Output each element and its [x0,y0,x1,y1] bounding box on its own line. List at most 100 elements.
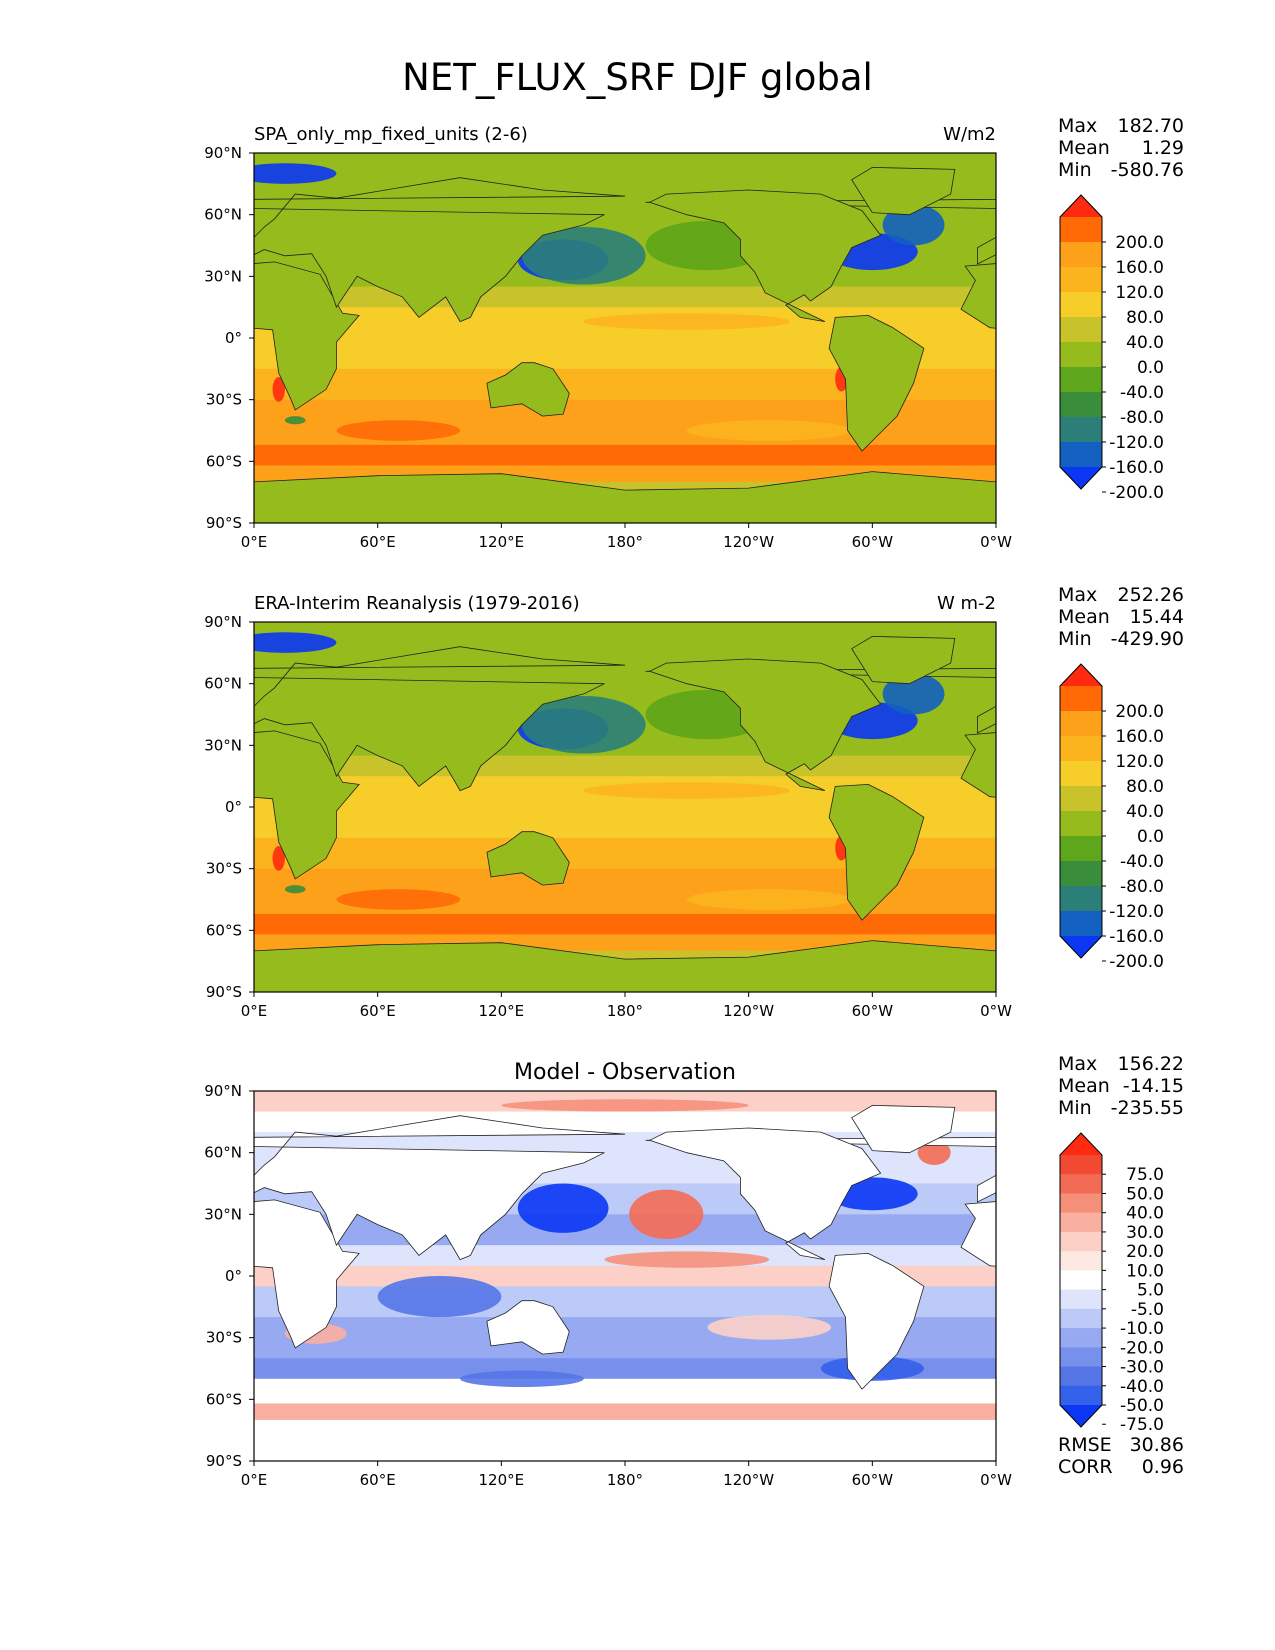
stat-value: 156.22 [1118,1053,1184,1075]
colorbar-segment [1060,861,1102,887]
metric-value: 30.86 [1130,1434,1184,1456]
lat-tick-label: 0° [225,1267,242,1285]
stat-label: Max [1058,1053,1097,1075]
colorbar-segment [1060,442,1102,468]
lat-tick-label: 0° [225,329,242,347]
field-anomaly [460,1370,584,1388]
colorbar-label: -40.0 [1120,852,1164,872]
field-anomaly [604,1251,770,1268]
map-field [254,1091,996,1461]
lon-tick-label: 120°E [479,1002,525,1020]
field-band [254,1214,996,1246]
lon-tick-label: 60°E [360,533,396,551]
colorbar-segment [1060,1212,1102,1233]
figure-title: NET_FLUX_SRF DJF global [402,56,873,99]
stat-value: 1.29 [1142,137,1184,159]
land-eurasia [645,1136,996,1203]
colorbar-label: 30.0 [1126,1223,1164,1243]
colorbar-segment [1060,1193,1102,1214]
stat-label: Min [1058,628,1092,650]
lat-tick-label: 60°S [206,452,242,470]
colorbar-segment [1060,1385,1102,1406]
field-anomaly [707,1315,832,1340]
land-greenland [851,635,956,685]
colorbar-label: 40.0 [1126,1204,1164,1224]
colorbar-label: 200.0 [1115,233,1164,253]
land-greenland [851,166,956,216]
colorbar-label: 40.0 [1126,333,1164,353]
field-anomaly [583,313,790,330]
colorbar-segment [1060,1308,1102,1329]
lon-tick-label: 120°W [723,533,774,551]
colorbar-label: 40.0 [1126,802,1164,822]
colorbar-segment [1060,886,1102,912]
panel-center-title: Model - Observation [514,1060,736,1085]
colorbar-segment [1060,367,1102,393]
colorbar-label: -200.0 [1109,483,1164,503]
colorbar-segment [1060,1328,1102,1348]
colorbar-label: -40.0 [1120,383,1164,403]
colorbar-extend-min [1060,1405,1102,1427]
lon-tick-label: 180° [607,1002,643,1020]
field-band [254,286,996,308]
colorbar-label: -80.0 [1120,877,1164,897]
lat-tick-label: 90°N [204,144,242,162]
field-anomaly [882,673,945,715]
stat-label: Max [1058,115,1097,137]
stat-label: Mean [1058,1075,1110,1097]
field-anomaly [517,1183,609,1233]
field-anomaly [254,632,337,653]
lat-tick-label: 90°S [206,514,242,532]
field-anomaly [272,846,285,871]
field-anomaly [686,420,852,441]
lon-tick-label: 0°W [980,1471,1012,1489]
field-anomaly [686,889,852,910]
colorbar-segment [1060,711,1102,737]
colorbar-segment [1060,292,1102,318]
colorbar-segment [1060,1289,1102,1310]
land-antarctica [254,940,996,992]
colorbar-label: 20.0 [1126,1242,1164,1262]
panel-1: 90°N 60°N 30°N 0° 30°S 60°S 90°S0°E 60°E 120°E 18… [204,115,1184,551]
land-africa [254,261,360,411]
colorbar-segment [1060,217,1102,243]
stat-label: Mean [1058,137,1110,159]
land-eurasia [254,1115,626,1261]
lat-tick-label: 30°S [206,391,242,409]
land-australia [486,362,570,417]
panel-left-title: SPA_only_mp_fixed_units (2-6) [254,124,528,145]
land-eurasia [645,667,996,734]
field-anomaly [377,1276,502,1318]
lon-tick-label: 120°W [723,1002,774,1020]
lat-tick-label: 30°S [206,1329,242,1347]
colorbar-segment [1060,1270,1102,1291]
colorbar: 200.0 160.0 120.0 80.0 40.0 0.0 -40.0 -80.0 -120… [1059,663,1164,972]
colorbar: 75.050.040.030.020.010.05.0-5.0-10.0-20.… [1059,1132,1164,1435]
colorbar-label: 160.0 [1115,727,1164,747]
land-eurasia [254,177,626,323]
field-band [254,622,996,639]
field-band [254,1403,996,1421]
field-anomaly [284,885,306,894]
colorbar-label: 10.0 [1126,1261,1164,1281]
stat-value: -235.55 [1111,1097,1184,1119]
field-anomaly [336,420,461,441]
map-field [254,622,996,992]
stat-label: Min [1058,159,1092,181]
colorbar-label: 80.0 [1126,777,1164,797]
field-anomaly [917,1140,951,1165]
field-band [254,1378,996,1404]
land-namerica [648,1127,882,1260]
panel-2: 90°N 60°N 30°N 0° 30°S 60°S 90°S0°E 60°E 120°E 18… [204,584,1184,1020]
lat-tick-label: 0° [225,798,242,816]
colorbar-segment [1060,1155,1102,1175]
colorbar-segment [1060,342,1102,368]
colorbar-extend-max [1060,664,1102,686]
lat-tick-label: 30°S [206,860,242,878]
colorbar-segment [1060,911,1102,937]
lon-tick-label: 120°E [479,1471,525,1489]
colorbar-segment [1060,1251,1102,1271]
colorbar-label: 80.0 [1126,308,1164,328]
land-samerica [828,314,925,452]
